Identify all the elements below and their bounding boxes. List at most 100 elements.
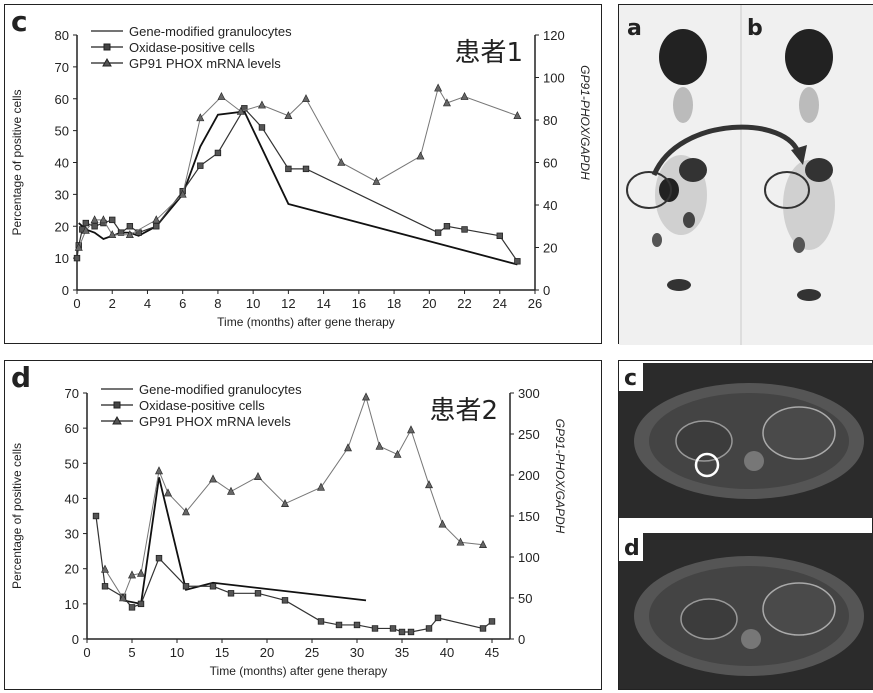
x-tick-label: 25 bbox=[305, 645, 319, 660]
data-point-square bbox=[155, 554, 163, 562]
data-point-square bbox=[82, 219, 90, 227]
data-point-triangle bbox=[125, 230, 134, 239]
x-tick-label: 0 bbox=[73, 296, 80, 311]
data-point-triangle bbox=[128, 570, 136, 579]
legend-label: Oxidase-positive cells bbox=[139, 398, 265, 413]
x-tick-label: 35 bbox=[395, 645, 409, 660]
x-tick-label: 20 bbox=[260, 645, 274, 660]
y-tick-label-right: 0 bbox=[543, 283, 550, 298]
series-line bbox=[122, 477, 367, 605]
data-point-square bbox=[126, 223, 134, 230]
data-point-triangle bbox=[416, 151, 425, 160]
series-line bbox=[95, 515, 493, 633]
x-tick-label: 14 bbox=[316, 296, 330, 311]
data-point-triangle bbox=[119, 593, 127, 602]
data-point-square bbox=[92, 512, 100, 520]
data-point-triangle bbox=[438, 519, 447, 528]
y-tick-label-left: 0 bbox=[62, 283, 69, 298]
data-point-square bbox=[371, 625, 379, 632]
data-point-triangle bbox=[217, 91, 226, 100]
data-point-square bbox=[407, 628, 415, 636]
y-tick-label-left: 70 bbox=[65, 386, 79, 401]
x-tick-label: 6 bbox=[179, 296, 186, 311]
data-point-triangle bbox=[90, 215, 99, 224]
y-tick-label-right: 80 bbox=[543, 113, 557, 128]
legend-label: Gene-modified granulocytes bbox=[139, 382, 302, 397]
chart-svg-patient2: 0 5 10 15 20 25 30 35 40 45 0 10 20 30 40 50 60 70 0 50 100 1… bbox=[10, 361, 567, 678]
panel-letter: d bbox=[11, 361, 31, 394]
y-tick-label-left: 40 bbox=[65, 491, 79, 506]
data-point-square bbox=[434, 614, 442, 622]
y-tick-label-left: 20 bbox=[55, 219, 69, 234]
data-point-triangle bbox=[236, 106, 245, 115]
y-tick-label-left: 60 bbox=[65, 421, 79, 436]
y-axis-title-left: Percentage of positive cells bbox=[10, 443, 24, 589]
data-point-triangle bbox=[456, 537, 465, 546]
data-point-triangle bbox=[155, 466, 163, 475]
image-label-b: b bbox=[747, 16, 763, 41]
data-point-square bbox=[285, 165, 292, 173]
data-point-square bbox=[353, 621, 361, 629]
y-tick-label-right: 60 bbox=[543, 156, 557, 171]
x-tick-label: 0 bbox=[83, 645, 90, 660]
image-label-d: d bbox=[624, 536, 640, 561]
y-tick-label-left: 70 bbox=[55, 60, 69, 75]
y-tick-label-right: 120 bbox=[543, 28, 565, 43]
data-point-triangle bbox=[344, 443, 352, 452]
y-tick-label-right: 150 bbox=[518, 509, 540, 524]
data-point-triangle bbox=[227, 486, 235, 495]
data-point-triangle bbox=[108, 230, 117, 239]
data-point-triangle bbox=[74, 242, 83, 251]
data-point-square bbox=[209, 583, 217, 590]
data-point-triangle bbox=[81, 225, 90, 234]
x-tick-label: 10 bbox=[170, 645, 184, 660]
data-point-square bbox=[128, 604, 136, 611]
legend-marker-square bbox=[103, 43, 111, 51]
y-tick-label-right: 0 bbox=[518, 632, 525, 647]
scan-image-panel-cd: c d bbox=[618, 360, 873, 690]
data-point-triangle bbox=[257, 100, 266, 109]
x-tick-label: 22 bbox=[457, 296, 471, 311]
scan-image-ab: a b bbox=[619, 5, 873, 345]
data-point-triangle bbox=[479, 540, 487, 548]
y-tick-label-left: 20 bbox=[65, 562, 79, 577]
data-point-triangle bbox=[281, 499, 289, 507]
x-tick-label: 20 bbox=[422, 296, 436, 311]
x-tick-label: 2 bbox=[109, 296, 116, 311]
scan-image-cd: c d bbox=[619, 363, 873, 689]
data-point-triangle bbox=[137, 568, 145, 577]
y-tick-label-right: 100 bbox=[543, 71, 565, 86]
series-line bbox=[78, 110, 518, 266]
data-point-square bbox=[137, 600, 145, 608]
y-tick-label-left: 30 bbox=[55, 187, 69, 202]
chart-panel-patient2: 0 5 10 15 20 25 30 35 40 45 0 10 20 30 40 50 60 70 0 50 100 1… bbox=[4, 360, 602, 690]
y-tick-label-left: 50 bbox=[55, 124, 69, 139]
data-point-square bbox=[227, 590, 235, 597]
data-point-square bbox=[197, 162, 204, 169]
data-point-square bbox=[496, 232, 503, 240]
x-tick-label: 26 bbox=[528, 296, 542, 311]
chart-panel-patient1: 0 2 4 6 8 10 12 14 16 18 20 22 24 26 0 10 20 30 40 50 60 70 80… bbox=[4, 4, 602, 344]
x-tick-label: 45 bbox=[485, 645, 499, 660]
data-point-square bbox=[461, 226, 468, 233]
data-point-triangle bbox=[460, 91, 469, 100]
data-point-triangle bbox=[513, 111, 522, 120]
data-point-triangle bbox=[101, 564, 109, 573]
y-tick-label-right: 20 bbox=[543, 241, 557, 256]
data-point-square bbox=[109, 216, 116, 224]
data-point-square bbox=[443, 223, 451, 230]
x-tick-label: 8 bbox=[214, 296, 221, 311]
data-point-triangle bbox=[372, 176, 381, 185]
series-line bbox=[78, 86, 518, 248]
y-tick-label-left: 10 bbox=[55, 251, 69, 266]
y-axis-title-right: GP91-PHOX/GAPDH bbox=[578, 65, 592, 180]
y-tick-label-right: 200 bbox=[518, 468, 540, 483]
y-tick-label-right: 100 bbox=[518, 550, 540, 565]
y-axis-title-left: Percentage of positive cells bbox=[10, 89, 24, 235]
panel-letter: c bbox=[11, 5, 28, 38]
series-line bbox=[76, 107, 518, 262]
x-axis-title: Time (months) after gene therapy bbox=[217, 315, 395, 329]
data-point-triangle bbox=[362, 392, 370, 401]
legend-label: Gene-modified granulocytes bbox=[129, 24, 292, 39]
data-point-square bbox=[258, 124, 266, 131]
